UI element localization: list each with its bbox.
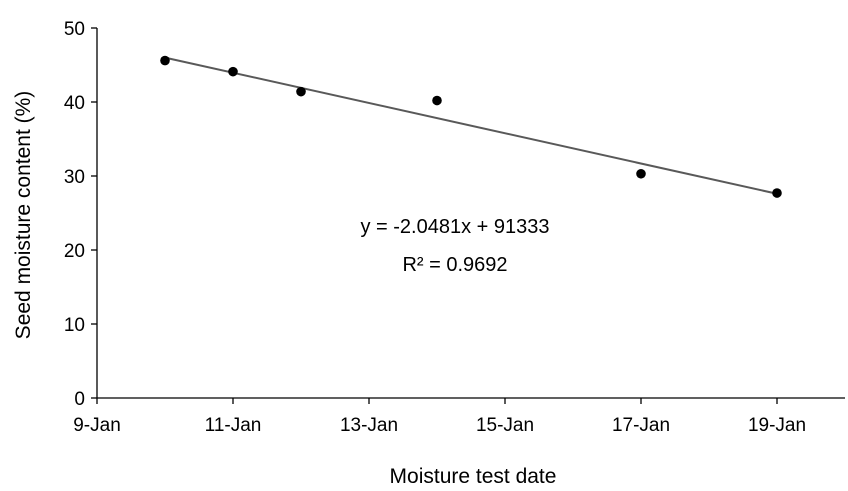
data-point <box>228 66 238 77</box>
y-axis-title: Seed moisture content (%) <box>12 91 35 340</box>
x-tick-label: 11-Jan <box>205 415 262 436</box>
x-tick-label: 13-Jan <box>340 415 398 436</box>
data-point <box>772 188 782 198</box>
y-tick-label: 40 <box>64 93 85 114</box>
x-tick-label: 15-Jan <box>476 415 534 436</box>
y-tick-label: 50 <box>64 19 85 40</box>
data-point <box>160 55 170 66</box>
x-tick-label: 17-Jan <box>612 415 670 436</box>
x-axis-title: Moisture test date <box>390 465 557 488</box>
data-point <box>636 168 646 179</box>
trendline <box>164 56 778 195</box>
y-tick-label: 20 <box>64 241 85 262</box>
x-tick-label: 19-Jan <box>748 415 806 436</box>
ticks: 0 10 20 30 40 50 9-Jan 11-Jan 13-Jan 15-Jan 17-Jan… <box>64 19 806 436</box>
y-tick-label: 0 <box>74 389 85 410</box>
trendline-equation: y = -2.0481x + 91333 <box>360 216 549 238</box>
data-point <box>432 95 442 106</box>
r-squared-label: R² = 0.9692 <box>402 254 507 276</box>
data-points <box>160 55 782 198</box>
data-point <box>296 86 306 97</box>
y-tick-label: 10 <box>64 315 85 336</box>
y-tick-label: 30 <box>64 167 85 188</box>
axes <box>96 28 845 399</box>
x-tick-label: 9-Jan <box>73 415 121 436</box>
